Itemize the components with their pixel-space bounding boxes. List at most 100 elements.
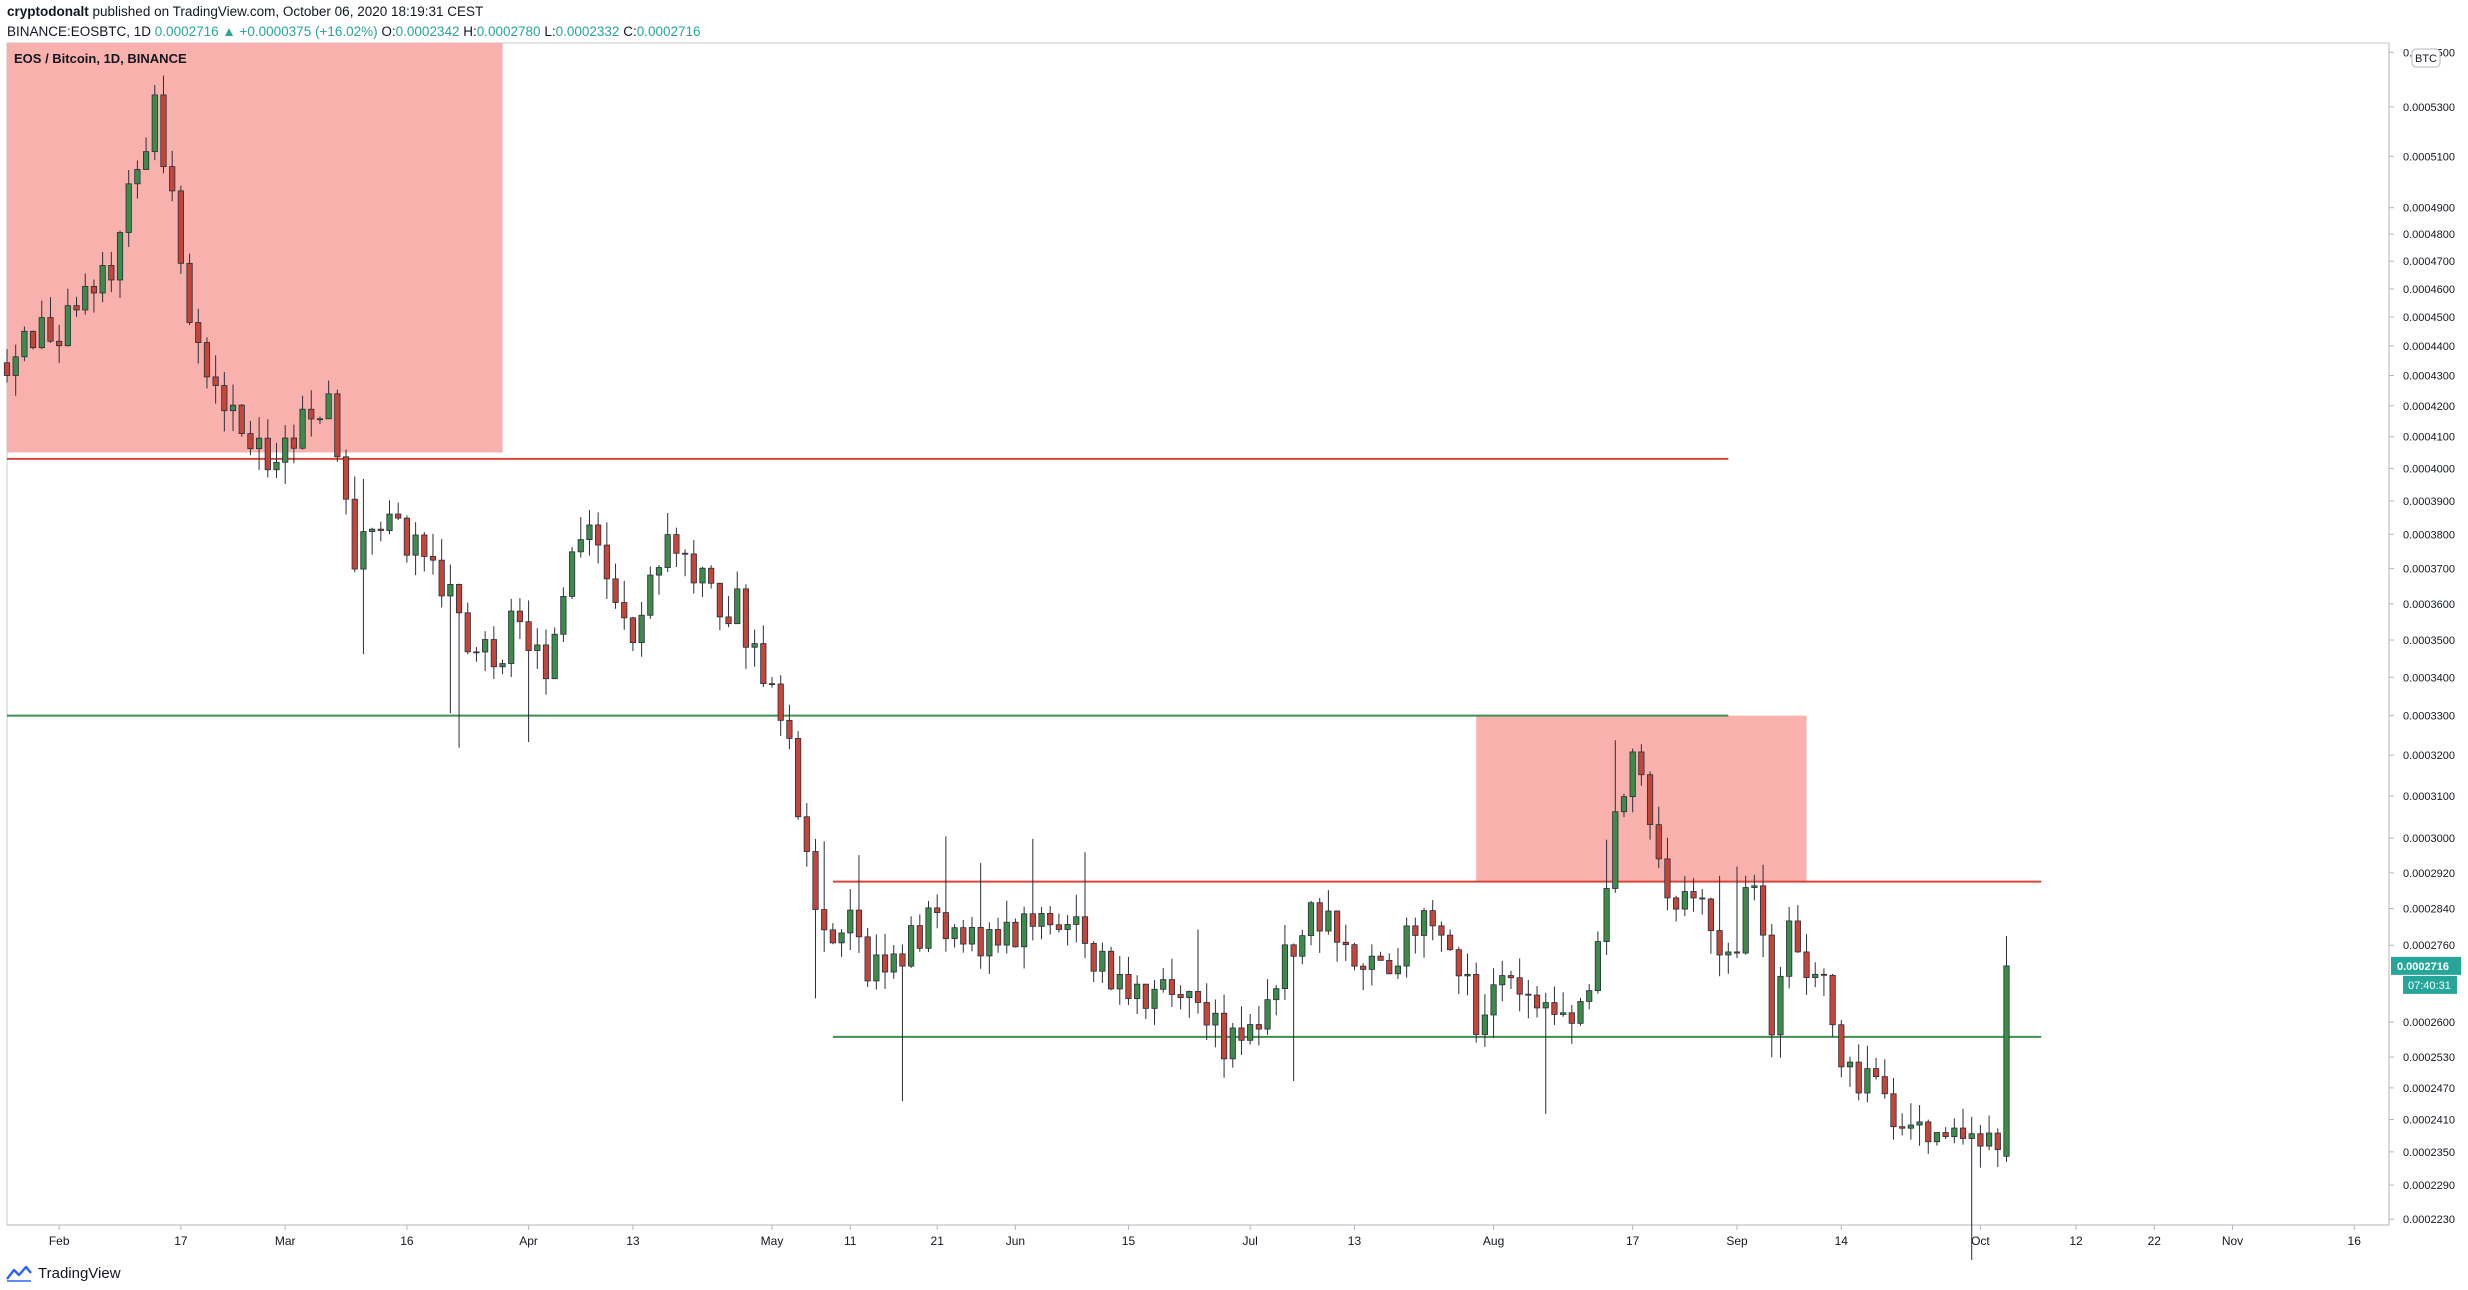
candle[interactable] [681, 549, 689, 577]
candle[interactable] [847, 889, 854, 951]
candle[interactable] [256, 417, 263, 470]
candle[interactable] [1907, 1103, 1914, 1140]
candle[interactable] [1029, 838, 1036, 941]
candle[interactable] [1499, 960, 1506, 1002]
candle[interactable] [925, 901, 932, 953]
candle[interactable] [1794, 905, 1801, 953]
candle[interactable] [1073, 894, 1080, 943]
candle[interactable] [351, 476, 358, 573]
candle[interactable] [360, 479, 367, 655]
candle[interactable] [777, 675, 784, 736]
candle[interactable] [1420, 908, 1428, 958]
candle[interactable] [1568, 1005, 1575, 1044]
candle[interactable] [1846, 1056, 1854, 1087]
candle[interactable] [1160, 968, 1167, 993]
candle[interactable] [1464, 953, 1471, 996]
candle[interactable] [751, 629, 758, 667]
candle[interactable] [1673, 895, 1680, 922]
candle[interactable] [1638, 744, 1645, 786]
candle[interactable] [542, 629, 550, 695]
candle[interactable] [1003, 900, 1010, 954]
candle[interactable] [690, 540, 697, 594]
candle[interactable] [142, 137, 150, 170]
candle[interactable] [1507, 970, 1515, 989]
candle[interactable] [803, 803, 810, 867]
candle[interactable] [1977, 1124, 1984, 1168]
candle[interactable] [1021, 906, 1028, 969]
candle[interactable] [760, 625, 767, 688]
candle[interactable] [1777, 966, 1784, 1058]
candle[interactable] [655, 565, 663, 595]
candle[interactable] [1473, 962, 1480, 1043]
candle[interactable] [1533, 986, 1541, 1018]
candle[interactable] [1360, 963, 1367, 991]
candle[interactable] [629, 616, 637, 651]
candle[interactable] [1646, 771, 1654, 840]
candle[interactable] [1725, 942, 1732, 974]
candle[interactable] [1603, 839, 1610, 955]
candle[interactable] [1090, 941, 1097, 982]
candle[interactable] [473, 646, 480, 662]
candle[interactable] [29, 330, 37, 350]
candle[interactable] [1742, 875, 1749, 955]
candle[interactable] [960, 919, 967, 953]
candle[interactable] [1481, 994, 1488, 1047]
candle[interactable] [1186, 990, 1193, 1018]
candle[interactable] [395, 502, 402, 521]
candle[interactable] [1664, 837, 1671, 911]
candle[interactable] [1307, 900, 1315, 946]
candle[interactable] [490, 626, 497, 680]
candle[interactable] [334, 389, 341, 462]
candle[interactable] [1412, 917, 1419, 954]
candle[interactable] [1177, 985, 1184, 1010]
candle[interactable] [160, 75, 167, 174]
candle[interactable] [1699, 889, 1706, 915]
candle[interactable] [977, 863, 984, 969]
candle[interactable] [308, 390, 315, 437]
time-axis[interactable]: Feb 17 Mar 16 Apr 13 May 11 21 Jun 15 Jul 13 Aug 17 Sep… [49, 1225, 2361, 1248]
candle[interactable] [968, 916, 976, 952]
candle[interactable] [1168, 958, 1176, 1007]
candle[interactable] [229, 384, 237, 432]
candle[interactable] [1203, 983, 1210, 1040]
candle[interactable] [1786, 906, 1793, 989]
candle[interactable] [38, 300, 45, 350]
candle[interactable] [1099, 942, 1106, 983]
candle[interactable] [873, 934, 880, 990]
candle[interactable] [151, 84, 158, 161]
candle[interactable] [734, 571, 741, 625]
candle[interactable] [586, 510, 593, 556]
candle[interactable] [1255, 1006, 1262, 1046]
candle[interactable] [1716, 875, 1723, 977]
candle[interactable] [708, 565, 715, 589]
candle[interactable] [1047, 906, 1054, 935]
candle[interactable] [1351, 942, 1358, 971]
candle[interactable] [1899, 1113, 1906, 1136]
candle[interactable] [838, 929, 845, 957]
candle[interactable] [986, 922, 993, 975]
candle[interactable] [829, 923, 836, 945]
candle[interactable] [1612, 740, 1619, 893]
candle[interactable] [638, 601, 645, 657]
candle[interactable] [238, 404, 245, 437]
candle[interactable] [1560, 992, 1567, 1017]
candle[interactable] [325, 380, 332, 420]
candle[interactable] [82, 273, 89, 315]
candle[interactable] [1803, 934, 1810, 995]
candle[interactable] [134, 160, 141, 199]
tradingview-brand[interactable]: TradingView [6, 1262, 121, 1284]
candle[interactable] [716, 582, 723, 631]
candle[interactable] [1751, 874, 1758, 901]
candle[interactable] [2003, 935, 2010, 1162]
candle[interactable] [108, 251, 115, 293]
candle[interactable] [1403, 917, 1410, 978]
candle[interactable] [125, 169, 132, 247]
candle[interactable] [412, 522, 419, 576]
candle[interactable] [577, 517, 584, 558]
candle[interactable] [1212, 999, 1219, 1048]
candle[interactable] [864, 927, 871, 987]
candle[interactable] [1829, 973, 1836, 1037]
candle[interactable] [1220, 994, 1228, 1078]
candle[interactable] [1733, 866, 1741, 959]
candle[interactable] [56, 324, 63, 363]
